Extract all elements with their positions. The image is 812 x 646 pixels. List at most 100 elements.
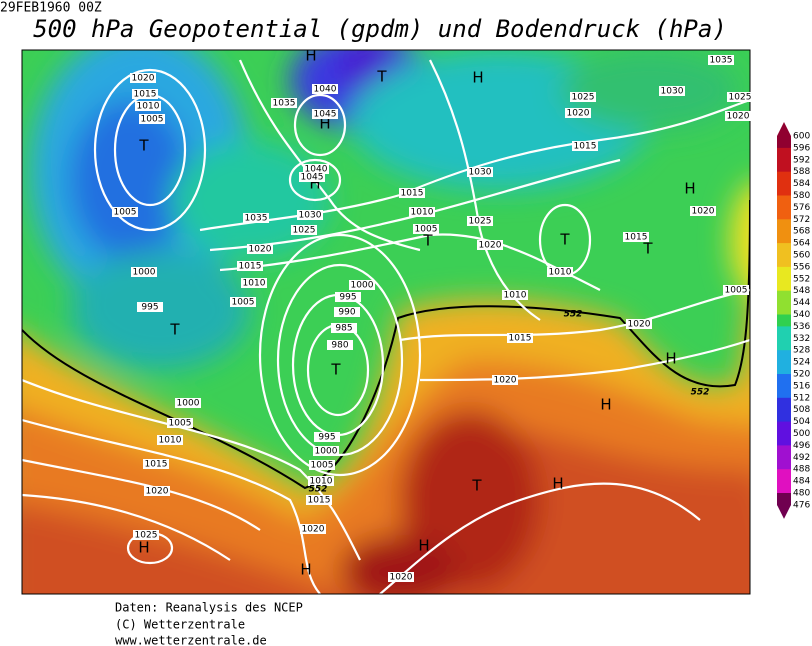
isobar-label-bg [135,101,161,111]
isobar-label-bg [725,111,751,121]
colorbar-label: 488 [793,465,810,475]
isobar-label: 1025 [135,531,158,541]
colorbar-cell [777,457,791,470]
colorbar-label: 524 [793,358,810,368]
isobar-label-bg [137,302,163,312]
map-frame [21,49,751,595]
isobar-label-bg [314,432,340,442]
colorbar-cell [777,290,791,304]
pressure-center: T [376,68,387,86]
isobar-label: 1005 [232,298,255,308]
colorbar-cell [777,243,791,256]
colorbar-cell [777,302,791,315]
isobar-label: 1015 [239,262,262,272]
isobar-label: 1020 [628,320,651,330]
isobar-label: 1000 [315,447,338,457]
isobar-label-bg [175,398,201,408]
colorbar-cell [777,171,791,185]
isobar-label-bg [230,297,256,307]
isobar-label-bg [241,278,267,288]
title: 500 hPa Geopotential (gpdm) und Bodendru… [33,15,727,43]
colorbar-cell [777,338,791,351]
isobar-label-bg [327,340,353,350]
datetime: 29FEB1960 00Z [0,1,102,16]
colorbar-cap [777,122,791,136]
isobar-label: 990 [338,308,355,318]
isobar-label-bg [659,86,685,96]
isobar-label-bg [291,225,317,235]
colorbar-label: 548 [793,286,810,296]
isobar-label-bg [139,114,165,124]
footer: Daten: Reanalysis des NCEP (C) Wetterzen… [115,601,303,646]
colorbar-cell [777,374,791,387]
isobar-label-bg [112,207,138,217]
isobar-label-bg [247,244,273,254]
pressure-center: T [138,137,149,155]
isobar-label: 1040 [305,165,328,175]
isobar-label: 985 [335,324,352,334]
pressure-center: T [642,240,653,258]
isobar-label: 1010 [549,268,572,278]
colorbar-cap [777,504,791,519]
colorbar-cell [777,159,791,173]
field-colors [22,50,750,594]
colorbar-label: 480 [793,489,810,499]
isobar-label: 995 [318,433,335,443]
isobar-label: 1015 [509,334,532,344]
isobar-label: 1025 [469,217,492,227]
isobar-label: 1005 [169,419,192,429]
colorbar-label: 544 [793,298,810,308]
colorbar-cell [777,445,791,458]
pressure-center: T [559,231,570,249]
isobar-label: 1040 [314,85,337,95]
isobar-label-bg [388,572,414,582]
isobar-label-bg [303,164,329,174]
isobar-label: 1005 [141,115,164,125]
isobar-label: 1030 [469,168,492,178]
isobar-label-bg [243,213,269,223]
pressure-center: H [665,350,676,368]
isobar-label: 1020 [567,109,590,119]
isobar-label: 1035 [710,56,733,66]
colorbar-cell [777,255,791,268]
isobar-label: 1020 [390,573,413,583]
colorbar-label: 476 [793,500,810,510]
isobar-label-bg [492,375,518,385]
colorbar-label: 564 [793,239,810,249]
isobar-label: 995 [141,303,158,313]
isobar-label-bg [570,92,596,102]
isobar-label: 1020 [249,245,272,255]
contour-label: 552 [564,310,583,320]
pressure-center: T [471,477,482,495]
colorbar-label: 584 [793,179,810,189]
colorbar-label: 500 [793,429,810,439]
colorbar-cell [777,397,791,411]
contour-label: 552 [309,485,328,495]
isobar-label: 1045 [314,110,337,120]
isobar-label: 1010 [310,477,333,487]
colorbar-cell [777,362,791,375]
isobar-label-bg [467,216,493,226]
isobar-label: 1005 [311,461,334,471]
isobar-label: 1020 [727,112,750,122]
isobar-label-bg [413,224,439,234]
isobar-label: 1045 [301,173,324,183]
isobar-label: 1005 [415,225,438,235]
isobar-label-bg [723,285,749,295]
isobar-label: 1000 [177,399,200,409]
isobar-label: 1015 [625,233,648,243]
pressure-center: H [319,115,330,133]
isobar-label: 1030 [661,87,684,97]
pressure-center: H [552,475,563,493]
isobar-label-bg [157,435,183,445]
isobar-label-bg [144,486,170,496]
isobar-label-bg [312,109,338,119]
colorbar-cell [777,147,791,161]
colorbar-cell [777,195,791,208]
footer-line: (C) Wetterzentrale [115,618,245,632]
isobar-label-bg [708,55,734,65]
isobar-label: 1030 [299,211,322,221]
isobar-label: 1015 [401,189,424,199]
colorbar-label: 520 [793,370,810,380]
isobar-label: 1005 [114,208,137,218]
